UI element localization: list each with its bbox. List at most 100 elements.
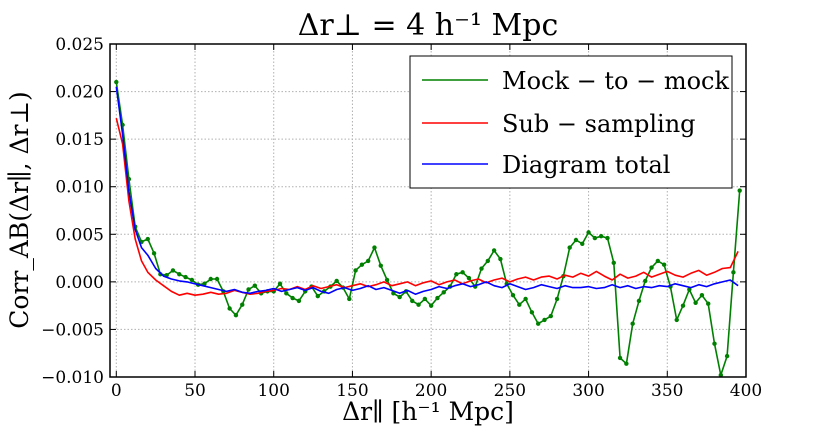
data-point: [724, 353, 730, 359]
data-point: [454, 272, 459, 277]
legend-label-diagram-total: Diagram total: [502, 151, 670, 179]
y-axis-label: Corr_AB(Δr∥, Δr⊥): [5, 91, 34, 328]
data-point: [617, 355, 623, 361]
data-point: [460, 270, 465, 275]
data-point: [372, 245, 377, 250]
data-point: [240, 302, 245, 307]
data-point: [233, 312, 239, 318]
y-tick-label: −0.010: [41, 368, 104, 388]
x-tick-label: 250: [494, 381, 526, 401]
data-point: [693, 300, 698, 305]
data-point: [416, 302, 421, 307]
data-point: [170, 268, 176, 273]
series-group: [115, 86, 739, 296]
legend-label-mock-to-mock: Mock − to − mock: [502, 67, 729, 95]
data-point: [542, 317, 547, 323]
data-point: [529, 310, 535, 315]
data-point: [384, 277, 390, 283]
data-point: [277, 281, 283, 286]
x-tick-label: 50: [184, 381, 206, 401]
data-point: [202, 281, 207, 286]
data-point: [718, 372, 724, 377]
data-point: [353, 268, 358, 273]
data-point: [643, 278, 648, 284]
data-point: [517, 302, 522, 307]
data-point: [598, 233, 604, 239]
data-point: [208, 276, 213, 282]
legend-box: [409, 55, 733, 189]
data-point: [580, 241, 585, 246]
data-point: [680, 303, 686, 308]
data-point: [441, 290, 446, 295]
x-tick-label: 400: [730, 381, 762, 401]
x-tick-label: 100: [257, 381, 289, 401]
data-point: [485, 258, 491, 264]
data-point: [573, 237, 579, 243]
x-tick-label: 300: [572, 381, 604, 401]
data-point: [605, 235, 610, 241]
y-tick-label: −0.005: [41, 320, 104, 340]
data-point: [498, 256, 503, 262]
data-point: [252, 283, 258, 288]
data-point: [183, 274, 188, 280]
data-point: [706, 301, 711, 306]
x-axis-label: Δr∥ [h⁻¹ Mpc]: [342, 397, 514, 426]
y-tick-label: 0.010: [55, 178, 104, 198]
data-point: [315, 293, 321, 299]
data-point: [523, 296, 528, 302]
series-line: [115, 118, 739, 297]
data-point: [586, 230, 591, 235]
legend-label-sub-sampling: Sub − sampling: [502, 110, 696, 138]
data-point: [227, 306, 232, 311]
data-point: [214, 276, 220, 282]
x-tick-label: 150: [336, 381, 368, 401]
plot-frame: [109, 43, 747, 378]
series-line: [115, 86, 739, 296]
data-point: [466, 275, 472, 281]
series-line: [115, 81, 741, 376]
legend: Mock − to − mock Sub − sampling Diagram …: [409, 55, 733, 189]
data-point: [567, 245, 572, 250]
data-point: [731, 270, 736, 275]
data-point: [655, 258, 661, 264]
data-point: [284, 291, 289, 296]
data-point: [290, 295, 295, 301]
y-tick-label: 0.020: [55, 83, 104, 103]
x-tick-label: 200: [415, 381, 447, 401]
data-point: [548, 313, 553, 319]
y-tick-label: 0.015: [55, 130, 104, 150]
data-point: [674, 317, 679, 323]
data-point: [397, 294, 402, 300]
data-point: [649, 265, 654, 270]
data-point: [365, 258, 371, 264]
data-point: [661, 262, 667, 267]
data-point: [699, 292, 705, 298]
series-group: [114, 79, 742, 377]
data-point: [378, 263, 383, 268]
y-tick-label: 0.000: [55, 273, 104, 293]
data-point: [624, 361, 629, 366]
data-point: [592, 235, 598, 241]
y-tick-label: 0.005: [55, 225, 104, 245]
data-point: [636, 298, 642, 304]
data-point: [510, 292, 516, 298]
data-point: [246, 287, 251, 292]
data-point: [145, 236, 150, 242]
series-layer: [114, 79, 742, 377]
data-point: [554, 296, 560, 302]
data-point: [611, 260, 616, 266]
data-point: [491, 248, 497, 253]
data-point: [479, 266, 484, 271]
axis-ticks: 0 50 100 150 200 250 300 350 400 −0.010 −0.005 0.00…: [41, 35, 762, 401]
data-point: [737, 188, 742, 193]
y-tick-label: 0.025: [55, 35, 104, 55]
data-point: [535, 321, 541, 326]
x-tick-label: 0: [111, 381, 122, 401]
data-point: [151, 251, 157, 256]
series-group: [115, 118, 739, 297]
data-point: [428, 303, 434, 308]
data-point: [296, 298, 302, 304]
chart-title: Δr⊥ = 4 h⁻¹ Mpc: [298, 8, 559, 43]
data-point: [359, 262, 365, 267]
